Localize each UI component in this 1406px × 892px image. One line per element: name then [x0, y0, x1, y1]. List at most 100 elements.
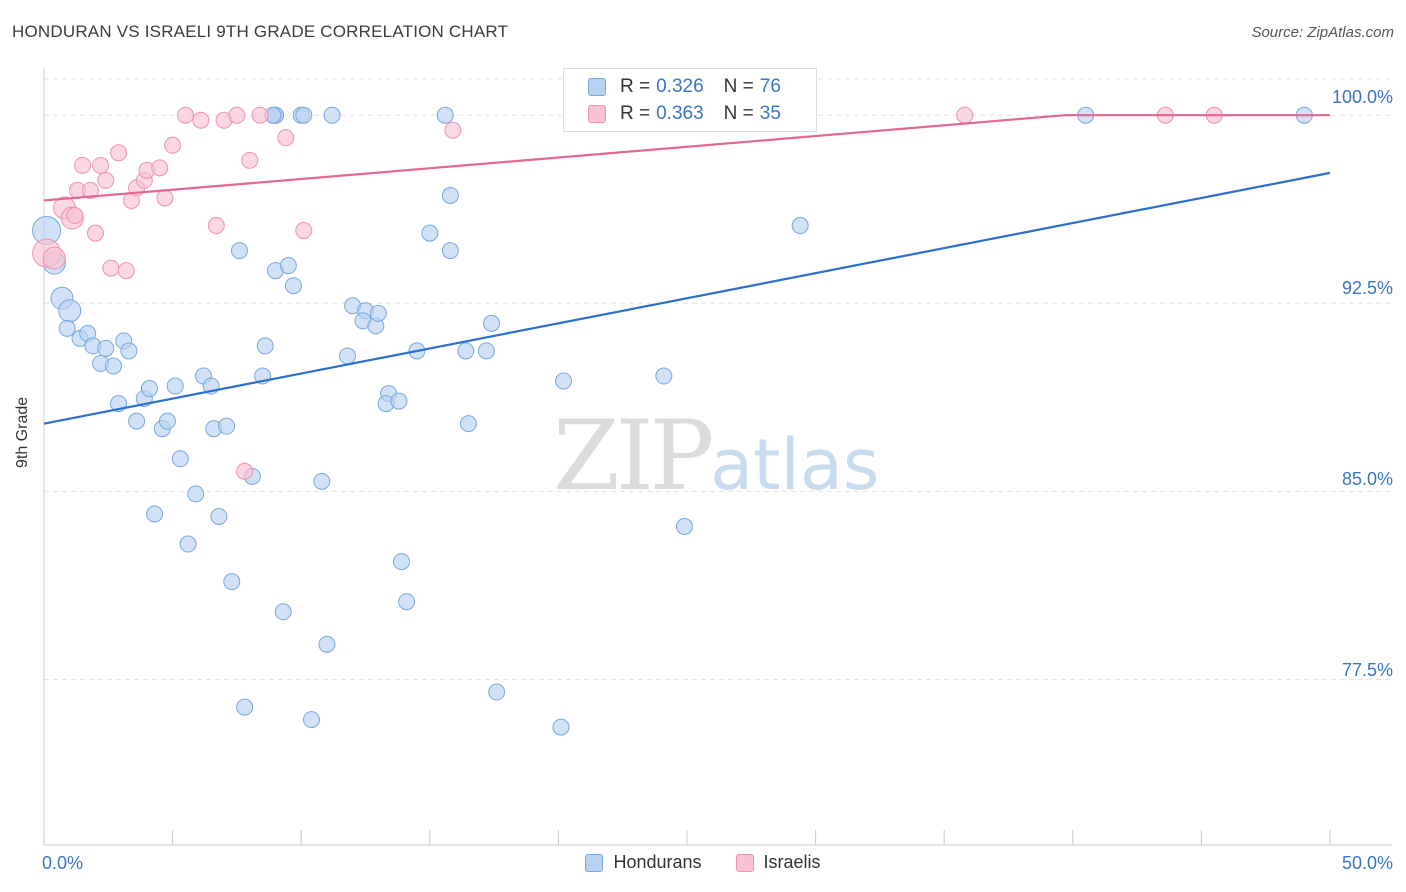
point-israelis: [207, 217, 225, 235]
point-israelis: [192, 111, 210, 129]
point-israelis: [156, 189, 174, 207]
point-hondurans: [436, 106, 454, 124]
point-hondurans: [393, 553, 411, 571]
legend-item-israelis: Israelis: [735, 852, 821, 873]
y-tick-label-77-5: 77.5%: [1341, 660, 1393, 680]
y-tick-label-85: 85.0%: [1341, 469, 1393, 489]
y-axis-label: 9th Grade: [14, 396, 31, 468]
point-hondurans: [218, 417, 236, 435]
point-israelis: [151, 159, 169, 177]
point-israelis: [444, 121, 462, 139]
point-hondurans: [323, 106, 341, 124]
point-israelis: [42, 246, 66, 270]
legend-n-label: N =: [723, 76, 754, 97]
chart-source: Source: ZipAtlas.com: [1251, 24, 1394, 41]
x-tick-label-max: 50.0%: [1341, 853, 1393, 873]
point-hondurans: [313, 472, 331, 490]
point-israelis: [241, 151, 259, 169]
point-israelis: [92, 156, 110, 174]
point-israelis: [97, 171, 115, 189]
point-hondurans: [477, 342, 495, 360]
point-hondurans: [295, 106, 313, 124]
legend-n-value: 76: [759, 76, 781, 97]
legend-label-israelis: Israelis: [763, 852, 821, 872]
point-hondurans: [140, 380, 158, 398]
chart-title: HONDURAN VS ISRAELI 9TH GRADE CORRELATIO…: [12, 22, 509, 41]
legend-row-israelis: R = 0.363 N = 35: [588, 101, 787, 127]
point-israelis: [228, 106, 246, 124]
point-hondurans: [179, 535, 197, 553]
point-hondurans: [459, 415, 477, 433]
point-hondurans: [483, 314, 501, 332]
point-hondurans: [120, 342, 138, 360]
watermark-zip: ZIP: [553, 400, 714, 512]
legend-r-label: R =: [620, 103, 651, 124]
point-hondurans: [488, 683, 506, 701]
legend-label-hondurans: Hondurans: [613, 852, 702, 872]
y-tick-label-100: 100.0%: [1331, 87, 1393, 107]
legend-row-hondurans: R = 0.326 N = 76: [588, 74, 787, 100]
point-hondurans: [158, 412, 176, 430]
point-hondurans: [457, 342, 475, 360]
point-hondurans: [675, 517, 693, 535]
point-israelis: [295, 222, 313, 240]
point-hondurans: [338, 347, 356, 365]
point-hondurans: [398, 593, 416, 611]
point-hondurans: [146, 505, 164, 523]
series-legend: Hondurans Israelis: [0, 852, 1406, 873]
point-israelis: [277, 129, 295, 147]
point-hondurans: [230, 242, 248, 260]
legend-r-value: 0.363: [656, 103, 704, 124]
point-israelis: [102, 259, 120, 277]
legend-r-label: R =: [620, 76, 651, 97]
point-israelis: [251, 106, 269, 124]
point-hondurans: [274, 603, 292, 621]
zipatlas-watermark: ZIPatlas: [553, 400, 879, 512]
point-israelis: [236, 462, 254, 480]
legend-swatch-israelis: [735, 853, 754, 872]
watermark-atlas: atlas: [710, 424, 880, 506]
point-hondurans: [284, 277, 302, 295]
y-tick-label-92-5: 92.5%: [1341, 278, 1393, 298]
point-hondurans: [58, 319, 76, 337]
point-hondurans: [210, 507, 228, 525]
point-hondurans: [128, 412, 146, 430]
point-israelis: [956, 106, 974, 124]
point-israelis: [86, 224, 104, 242]
point-hondurans: [318, 635, 336, 653]
point-israelis: [81, 181, 99, 199]
point-hondurans: [97, 339, 115, 357]
point-hondurans: [390, 392, 408, 410]
point-hondurans: [441, 242, 459, 260]
point-hondurans: [369, 304, 387, 322]
point-hondurans: [655, 367, 673, 385]
legend-swatch-blue: [588, 78, 606, 96]
x-tick-label-min: 0.0%: [42, 853, 84, 873]
trend-line-israelis: [43, 114, 1330, 202]
trend-line-hondurans: [43, 171, 1331, 425]
point-hondurans: [187, 485, 205, 503]
point-hondurans: [58, 299, 82, 323]
point-israelis: [164, 136, 182, 154]
point-israelis: [74, 156, 92, 174]
legend-swatch-hondurans: [585, 853, 604, 872]
point-hondurans: [236, 698, 254, 716]
legend-swatch-pink: [588, 105, 606, 123]
point-hondurans: [256, 337, 274, 355]
correlation-legend: R = 0.326 N = 76 R = 0.363 N = 35: [563, 68, 817, 132]
point-hondurans: [104, 357, 122, 375]
point-israelis: [110, 144, 128, 162]
point-hondurans: [421, 224, 439, 242]
point-hondurans: [791, 217, 809, 235]
legend-n-label: N =: [723, 103, 754, 124]
point-hondurans: [552, 718, 570, 736]
point-hondurans: [166, 377, 184, 395]
point-hondurans: [555, 372, 573, 390]
point-hondurans: [223, 573, 241, 591]
point-israelis: [176, 106, 194, 124]
point-israelis: [66, 207, 84, 225]
point-hondurans: [302, 711, 320, 729]
legend-item-hondurans: Hondurans: [585, 852, 702, 873]
point-hondurans: [171, 450, 189, 468]
